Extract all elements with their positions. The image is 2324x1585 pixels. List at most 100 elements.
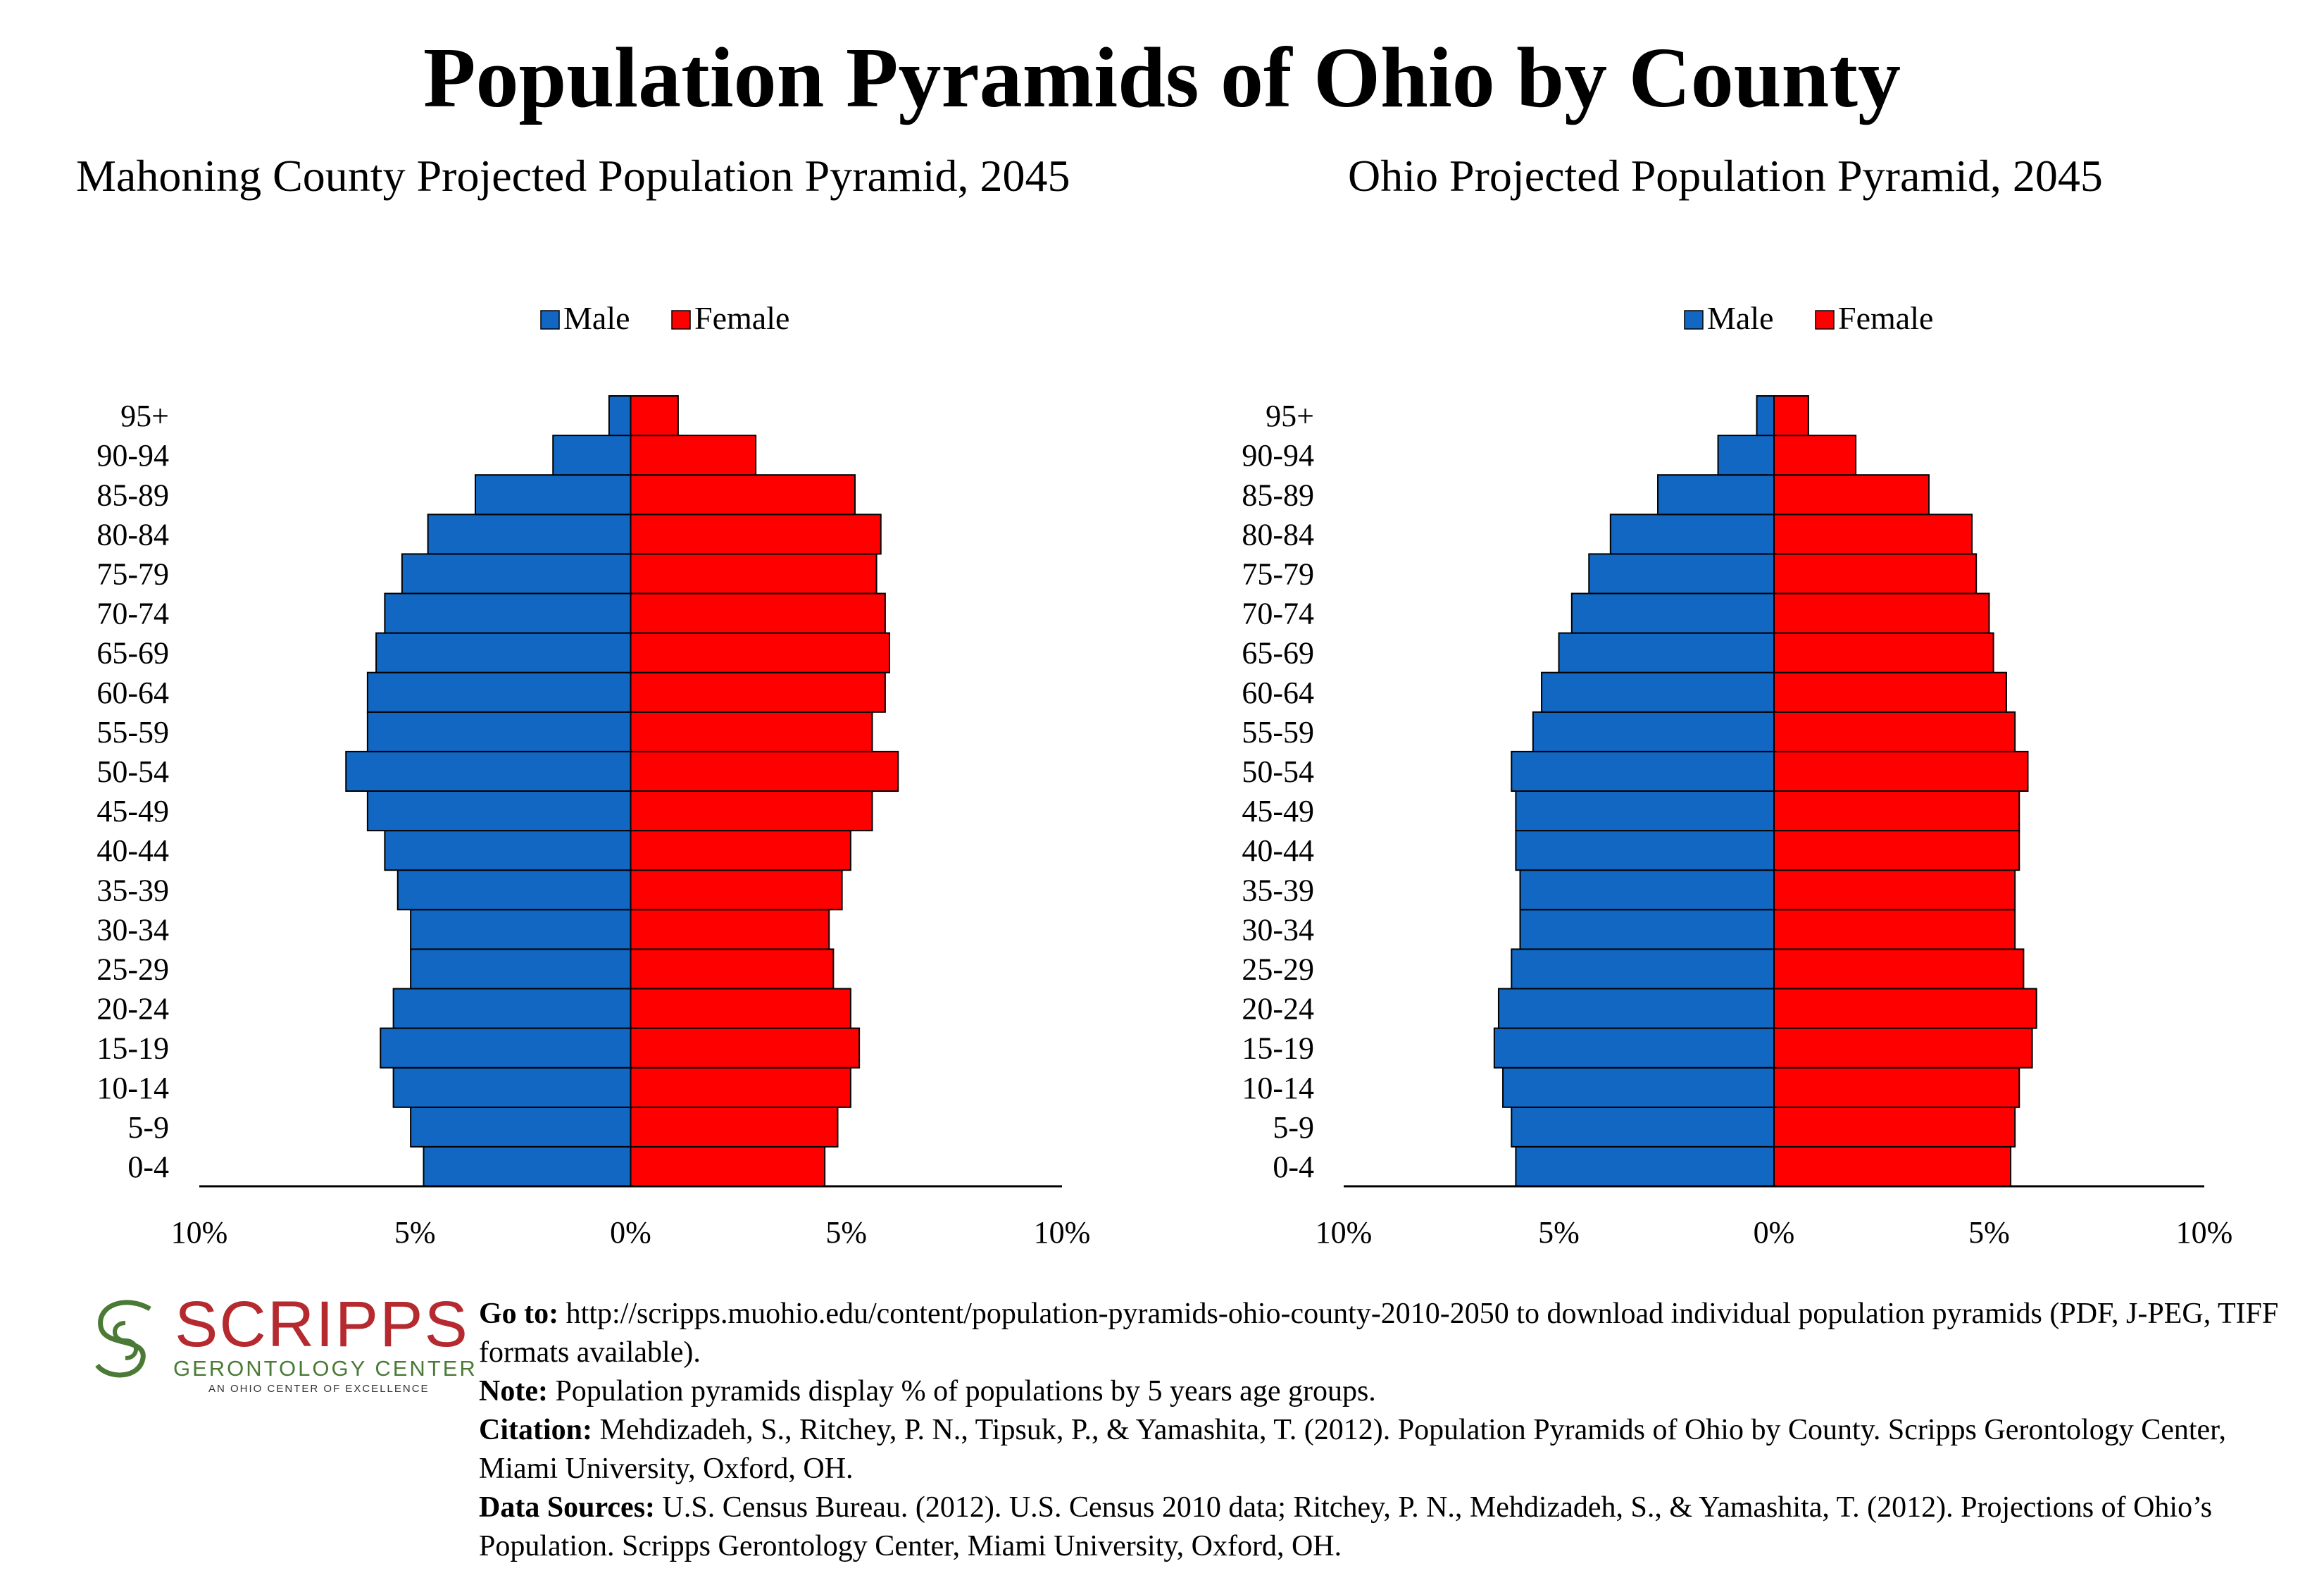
ohio-male-bar-10-14 bbox=[1502, 1067, 1775, 1108]
ohio-age-label-50-54: 50-54 bbox=[1242, 754, 1314, 789]
mahoning-tick-label-3: 5% bbox=[825, 1215, 867, 1250]
ohio-female-bar-0-4 bbox=[1773, 1145, 2012, 1188]
ohio-male-bar-40-44 bbox=[1515, 830, 1775, 871]
mahoning-male-bar-10-14 bbox=[392, 1067, 632, 1108]
ohio-age-label-10-14: 10-14 bbox=[1242, 1071, 1314, 1105]
mahoning-legend-male-swatch bbox=[540, 310, 560, 330]
mahoning-male-bar-30-34 bbox=[410, 909, 632, 950]
ohio-age-label-40-44: 40-44 bbox=[1242, 833, 1314, 868]
sources-line: Data Sources: U.S. Census Bureau. (2012)… bbox=[479, 1488, 2310, 1566]
mahoning-female-bar-65-69 bbox=[630, 632, 890, 673]
ohio-female-bar-70-74 bbox=[1773, 592, 1990, 634]
note-label: Note: bbox=[479, 1375, 548, 1407]
mahoning-female-bar-55-59 bbox=[630, 711, 873, 752]
mahoning-male-bar-35-39 bbox=[396, 869, 632, 911]
ohio-male-bar-0-4 bbox=[1515, 1145, 1775, 1188]
mahoning-pyramid-chart: 0-4 5-9 10-14 15-19 20-24 25-29 30-34 35-39 40-4… bbox=[96, 300, 1090, 1250]
mahoning-female-bar-25-29 bbox=[630, 948, 835, 990]
ohio-tick-label-2: 0% bbox=[1754, 1215, 1795, 1250]
ohio-age-label-70-74: 70-74 bbox=[1242, 597, 1314, 631]
goto-text: http://scripps.muohio.edu/content/popula… bbox=[479, 1298, 2279, 1369]
mahoning-female-bar-20-24 bbox=[630, 988, 851, 1029]
ohio-legend-male-label: Male bbox=[1707, 300, 1774, 336]
ohio-female-bar-60-64 bbox=[1773, 671, 2007, 713]
mahoning-age-label-95+: 95+ bbox=[120, 399, 169, 433]
ohio-male-bar-75-79 bbox=[1588, 553, 1775, 595]
sources-label: Data Sources: bbox=[479, 1491, 656, 1524]
ohio-female-bar-65-69 bbox=[1773, 632, 1994, 673]
mahoning-age-label-5-9: 5-9 bbox=[127, 1110, 169, 1145]
mahoning-legend-male-label: Male bbox=[563, 300, 630, 336]
mahoning-female-bar-45-49 bbox=[630, 790, 873, 832]
ohio-male-bar-55-59 bbox=[1532, 711, 1775, 752]
ohio-male-bar-60-64 bbox=[1541, 671, 1775, 713]
mahoning-age-label-75-79: 75-79 bbox=[96, 557, 169, 591]
mahoning-tick-label-2: 0% bbox=[610, 1215, 651, 1250]
ohio-age-label-65-69: 65-69 bbox=[1242, 636, 1314, 671]
mahoning-female-bar-60-64 bbox=[630, 671, 886, 713]
mahoning-female-bar-85-89 bbox=[630, 474, 856, 516]
ohio-female-bar-55-59 bbox=[1773, 711, 2016, 752]
ohio-age-label-95+: 95+ bbox=[1266, 399, 1314, 433]
mahoning-age-label-0-4: 0-4 bbox=[127, 1150, 169, 1184]
ohio-age-label-45-49: 45-49 bbox=[1242, 794, 1314, 828]
mahoning-female-bar-10-14 bbox=[630, 1067, 851, 1108]
mahoning-female-bar-80-84 bbox=[630, 514, 882, 555]
mahoning-tick-label-0: 10% bbox=[171, 1215, 228, 1250]
scripps-logo: SCRIPPS GERONTOLOGY CENTER AN OHIO CENTE… bbox=[83, 1289, 475, 1395]
mahoning-female-bar-75-79 bbox=[630, 553, 877, 595]
mahoning-male-bar-20-24 bbox=[392, 988, 632, 1029]
mahoning-female-bar-35-39 bbox=[630, 869, 843, 911]
ohio-male-bar-50-54 bbox=[1511, 750, 1775, 792]
ohio-male-bar-45-49 bbox=[1515, 790, 1775, 832]
mahoning-age-label-60-64: 60-64 bbox=[96, 676, 169, 710]
sources-text: U.S. Census Bureau. (2012). U.S. Census … bbox=[479, 1491, 2213, 1562]
ohio-age-label-25-29: 25-29 bbox=[1242, 952, 1314, 986]
logo-tagline: AN OHIO CENTER OF EXCELLENCE bbox=[208, 1383, 430, 1395]
ohio-age-label-0-4: 0-4 bbox=[1273, 1150, 1314, 1184]
mahoning-age-label-85-89: 85-89 bbox=[96, 478, 169, 512]
ohio-male-bar-65-69 bbox=[1558, 632, 1775, 673]
ohio-female-bar-80-84 bbox=[1773, 514, 1973, 555]
mahoning-age-label-10-14: 10-14 bbox=[96, 1071, 169, 1105]
ohio-female-bar-40-44 bbox=[1773, 830, 2020, 871]
mahoning-age-label-20-24: 20-24 bbox=[96, 992, 169, 1026]
ohio-male-bar-15-19 bbox=[1493, 1027, 1775, 1069]
ohio-female-bar-10-14 bbox=[1773, 1067, 2020, 1108]
logo-name: SCRIPPS bbox=[175, 1288, 469, 1360]
citation-text: Mehdizadeh, S., Ritchey, P. N., Tipsuk, … bbox=[479, 1414, 2226, 1485]
ohio-female-bar-20-24 bbox=[1773, 988, 2037, 1029]
ohio-male-bar-95+ bbox=[1756, 395, 1775, 437]
ohio-male-bar-80-84 bbox=[1609, 514, 1775, 555]
chart-title-ohio: Ohio Projected Population Pyramid, 2045 bbox=[1348, 151, 2103, 201]
ohio-male-bar-85-89 bbox=[1657, 474, 1775, 516]
ohio-tick-label-1: 5% bbox=[1538, 1215, 1580, 1250]
ohio-pyramid-chart: 0-4 5-9 10-14 15-19 20-24 25-29 30-34 35-39 40-4… bbox=[1242, 300, 2233, 1250]
ohio-female-bar-95+ bbox=[1773, 395, 1809, 437]
ohio-age-label-55-59: 55-59 bbox=[1242, 715, 1314, 750]
note-text: Population pyramids display % of populat… bbox=[555, 1375, 1376, 1407]
mahoning-age-label-25-29: 25-29 bbox=[96, 952, 169, 986]
citation-line: Citation: Mehdizadeh, S., Ritchey, P. N.… bbox=[479, 1411, 2310, 1488]
ohio-female-bar-30-34 bbox=[1773, 909, 2016, 950]
ohio-legend-male-swatch bbox=[1684, 310, 1704, 330]
ohio-age-label-90-94: 90-94 bbox=[1242, 438, 1314, 473]
mahoning-age-label-80-84: 80-84 bbox=[96, 517, 169, 552]
ohio-female-bar-50-54 bbox=[1773, 750, 2029, 792]
ohio-age-label-5-9: 5-9 bbox=[1273, 1110, 1314, 1145]
ohio-female-bar-25-29 bbox=[1773, 948, 2025, 990]
note-line: Note: Population pyramids display % of p… bbox=[479, 1372, 2310, 1411]
goto-label: Go to: bbox=[479, 1298, 559, 1330]
ohio-tick-label-4: 10% bbox=[2176, 1215, 2233, 1250]
ohio-age-label-30-34: 30-34 bbox=[1242, 912, 1314, 947]
mahoning-female-bar-95+ bbox=[630, 395, 679, 437]
ohio-male-bar-5-9 bbox=[1511, 1106, 1775, 1148]
citation-label: Citation: bbox=[479, 1414, 592, 1446]
ohio-male-bar-35-39 bbox=[1519, 869, 1775, 911]
mahoning-female-bar-90-94 bbox=[630, 435, 757, 476]
mahoning-male-bar-85-89 bbox=[475, 474, 632, 516]
mahoning-legend-female-label: Female bbox=[694, 300, 789, 336]
footer-notes: Go to: http://scripps.muohio.edu/content… bbox=[479, 1295, 2310, 1566]
logo-subtitle: GERONTOLOGY CENTER bbox=[173, 1356, 477, 1381]
mahoning-age-label-15-19: 15-19 bbox=[96, 1031, 169, 1066]
